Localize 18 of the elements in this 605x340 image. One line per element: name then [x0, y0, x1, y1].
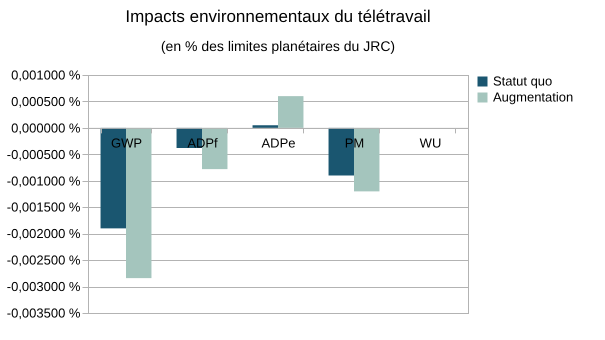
bar [278, 96, 304, 128]
x-tick-label: ADPe [262, 135, 296, 150]
y-tick-label: 0,000500 % [11, 94, 81, 109]
legend-label: Augmentation [493, 90, 574, 104]
chart-title: Impacts environnementaux du télétravail [125, 7, 431, 26]
y-tick-label: -0,003500 % [6, 306, 81, 320]
x-tick-label: WU [420, 135, 442, 150]
y-tick-label: -0,001500 % [6, 200, 81, 215]
y-tick-label: -0,003000 % [6, 279, 81, 294]
y-tick-label: -0,001000 % [6, 173, 81, 188]
bar [252, 125, 278, 128]
y-tick-label: 0,001000 % [11, 68, 81, 82]
y-tick-label: -0,002000 % [6, 226, 81, 242]
y-tick-label: -0,000500 % [6, 146, 81, 162]
chart-subtitle: (en % des limites planétaires du JRC) [160, 38, 396, 54]
legend-label: Statut quo [493, 74, 552, 88]
y-tick-label: -0,002500 % [6, 252, 81, 268]
y-tick-label: 0,000000 % [11, 120, 81, 136]
